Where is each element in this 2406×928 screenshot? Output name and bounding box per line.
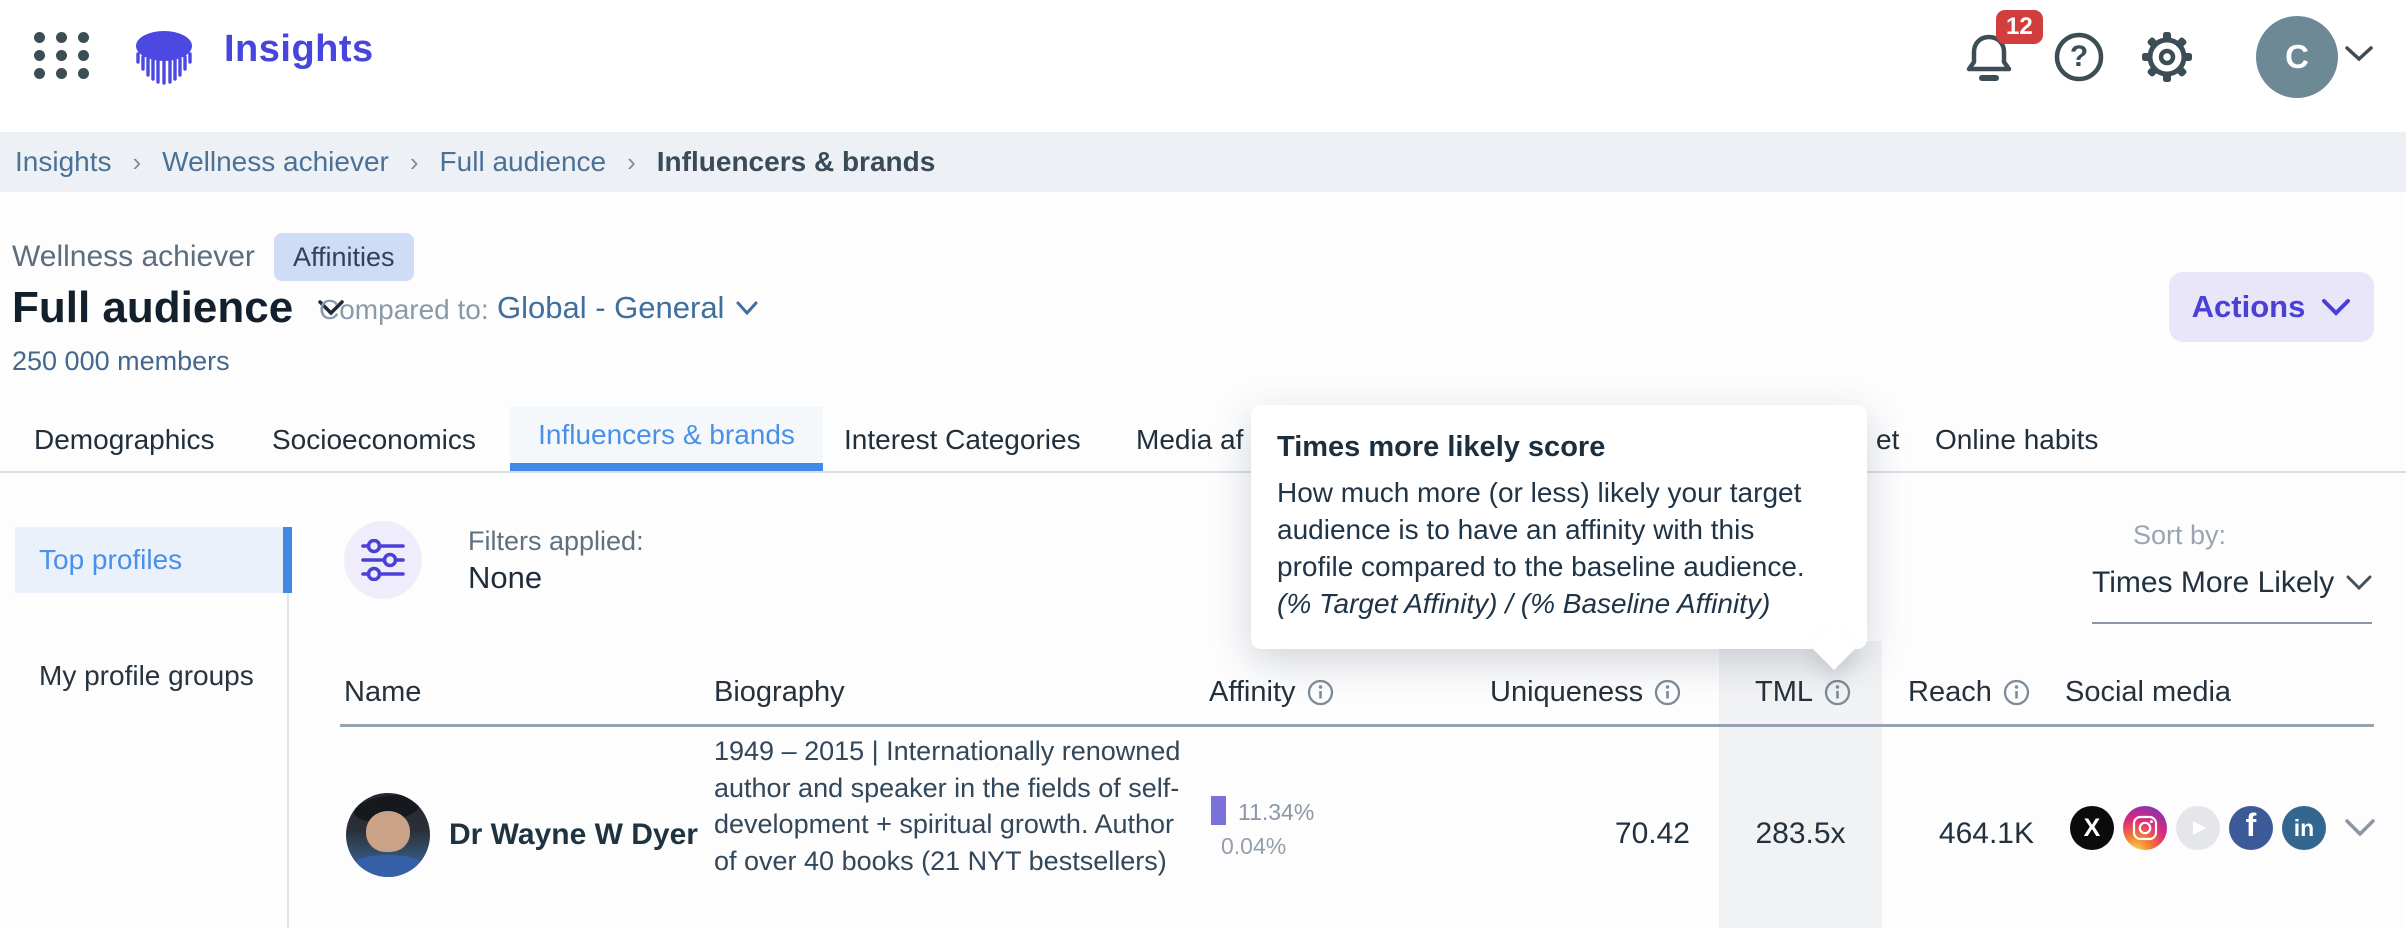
reach-value: 464.1K xyxy=(1938,817,2034,850)
sort-chevron-down-icon xyxy=(2346,575,2372,590)
compared-to-label: Compared to: xyxy=(319,294,489,325)
tab-influencers-brands[interactable]: Influencers & brands xyxy=(510,407,823,472)
x-twitter-icon[interactable]: X xyxy=(2070,806,2114,850)
breadcrumb-separator-icon: › xyxy=(627,146,636,177)
user-avatar[interactable]: C xyxy=(2256,16,2338,98)
affinity-header-label: Affinity xyxy=(1209,676,1296,708)
tab-mindset-partial[interactable]: et xyxy=(1876,424,1900,455)
breadcrumb-current: Influencers & brands xyxy=(656,146,936,177)
sort-value: Times More Likely xyxy=(2092,566,2335,599)
top-bar: Insights 12 ? xyxy=(0,0,2406,132)
breadcrumb-separator-icon: › xyxy=(132,146,142,177)
tooltip-title: Times more likely score xyxy=(1277,431,1606,463)
facebook-icon[interactable]: f xyxy=(2229,806,2273,850)
affinity-target-value: 11.34% xyxy=(1238,799,1315,825)
breadcrumb-separator-icon: › xyxy=(409,146,419,177)
tooltip-body: How much more (or less) likely your targ… xyxy=(1277,477,1805,582)
filters-applied-label: Filters applied: xyxy=(468,526,644,556)
tab-demographics[interactable]: Demographics xyxy=(34,424,215,455)
tml-info-icon[interactable] xyxy=(1824,679,1851,706)
member-count: 250 000 members xyxy=(12,346,230,376)
avatar-art xyxy=(366,811,410,852)
tab-online-habits[interactable]: Online habits xyxy=(1935,424,2099,455)
tab-interest-categories[interactable]: Interest Categories xyxy=(844,424,1081,455)
sliders-filter-icon xyxy=(361,539,405,581)
affinity-info-icon[interactable] xyxy=(1307,679,1334,706)
app-grid-menu-icon[interactable] xyxy=(34,32,89,82)
tml-tooltip: Times more likely score How much more (o… xyxy=(1251,405,1867,649)
affinities-badge: Affinities xyxy=(274,233,414,281)
filters-applied-value: None xyxy=(468,560,543,595)
filters-button[interactable] xyxy=(344,521,422,599)
actions-chevron-down-icon xyxy=(2322,298,2351,316)
segment-selector[interactable]: Full audience xyxy=(12,283,345,333)
column-header-social-media: Social media xyxy=(2065,676,2232,708)
reach-info-icon[interactable] xyxy=(2003,679,2030,706)
tml-value: 283.5x xyxy=(1755,817,1846,850)
actions-label: Actions xyxy=(2191,289,2306,324)
profile-biography: 1949 – 2015 | Internationally renowned a… xyxy=(714,736,1181,876)
help-icon[interactable]: ? xyxy=(2052,30,2106,89)
table-header-divider xyxy=(340,724,2374,727)
column-header-name: Name xyxy=(344,676,422,708)
breadcrumb-wellness-achiever[interactable]: Wellness achiever xyxy=(162,146,389,177)
segment-chevron-down-icon xyxy=(318,300,344,316)
sort-by-label: Sort by: xyxy=(2133,520,2227,550)
tab-media-affinity-partial[interactable]: Media af xyxy=(1136,424,1244,455)
svg-text:?: ? xyxy=(2070,40,2088,73)
actions-button[interactable]: Actions xyxy=(2169,272,2374,342)
sort-underline xyxy=(2092,622,2372,624)
tml-column-highlight xyxy=(1719,641,1882,928)
profile-name[interactable]: Dr Wayne W Dyer xyxy=(449,818,698,851)
audiense-logo-icon[interactable] xyxy=(133,30,195,91)
baseline-chevron-down-icon xyxy=(736,301,758,315)
sidebar-divider xyxy=(287,527,289,928)
audience-name: Wellness achiever xyxy=(12,240,255,273)
notification-count-badge: 12 xyxy=(1996,10,2043,44)
row-expand-chevron-icon[interactable] xyxy=(2344,818,2376,843)
reach-header-label: Reach xyxy=(1908,676,1992,708)
sort-select[interactable]: Times More Likely xyxy=(2092,566,2372,600)
tooltip-formula: (% Target Affinity) / (% Baseline Affini… xyxy=(1277,588,1771,619)
sidebar-item-my-profile-groups[interactable]: My profile groups xyxy=(39,660,254,691)
column-header-tml: TML xyxy=(1755,676,1851,709)
baseline-selector[interactable]: Global - General xyxy=(497,290,758,326)
instagram-icon[interactable] xyxy=(2123,806,2167,850)
profile-avatar[interactable] xyxy=(346,793,430,877)
app-title: Insights xyxy=(224,28,374,70)
segment-title: Full audience xyxy=(12,283,294,332)
sidebar-item-top-profiles[interactable]: Top profiles xyxy=(15,527,292,593)
affinity-bar xyxy=(1211,796,1226,825)
uniqueness-header-label: Uniqueness xyxy=(1490,676,1644,708)
linkedin-icon[interactable]: in xyxy=(2282,806,2326,850)
youtube-icon[interactable] xyxy=(2176,806,2220,850)
column-header-biography: Biography xyxy=(714,676,845,708)
affinity-baseline-value: 0.04% xyxy=(1221,833,1287,859)
baseline-value: Global - General xyxy=(497,290,725,325)
tml-header-label: TML xyxy=(1755,676,1813,708)
account-chevron-down-icon[interactable] xyxy=(2344,44,2374,69)
social-media-icons: X f in xyxy=(2070,806,2326,850)
breadcrumb-insights[interactable]: Insights xyxy=(15,146,112,177)
breadcrumb: Insights › Wellness achiever › Full audi… xyxy=(0,132,2406,192)
uniqueness-info-icon[interactable] xyxy=(1654,679,1681,706)
tab-socioeconomics[interactable]: Socioeconomics xyxy=(272,424,476,455)
breadcrumb-full-audience[interactable]: Full audience xyxy=(439,146,607,177)
tabbar-divider xyxy=(0,471,2406,473)
avatar-art xyxy=(351,855,425,877)
settings-gear-icon[interactable] xyxy=(2138,28,2196,91)
column-header-reach: Reach xyxy=(1908,676,2030,709)
column-header-affinity: Affinity xyxy=(1209,676,1334,709)
column-header-uniqueness: Uniqueness xyxy=(1490,676,1681,709)
uniqueness-value: 70.42 xyxy=(1614,817,1690,850)
